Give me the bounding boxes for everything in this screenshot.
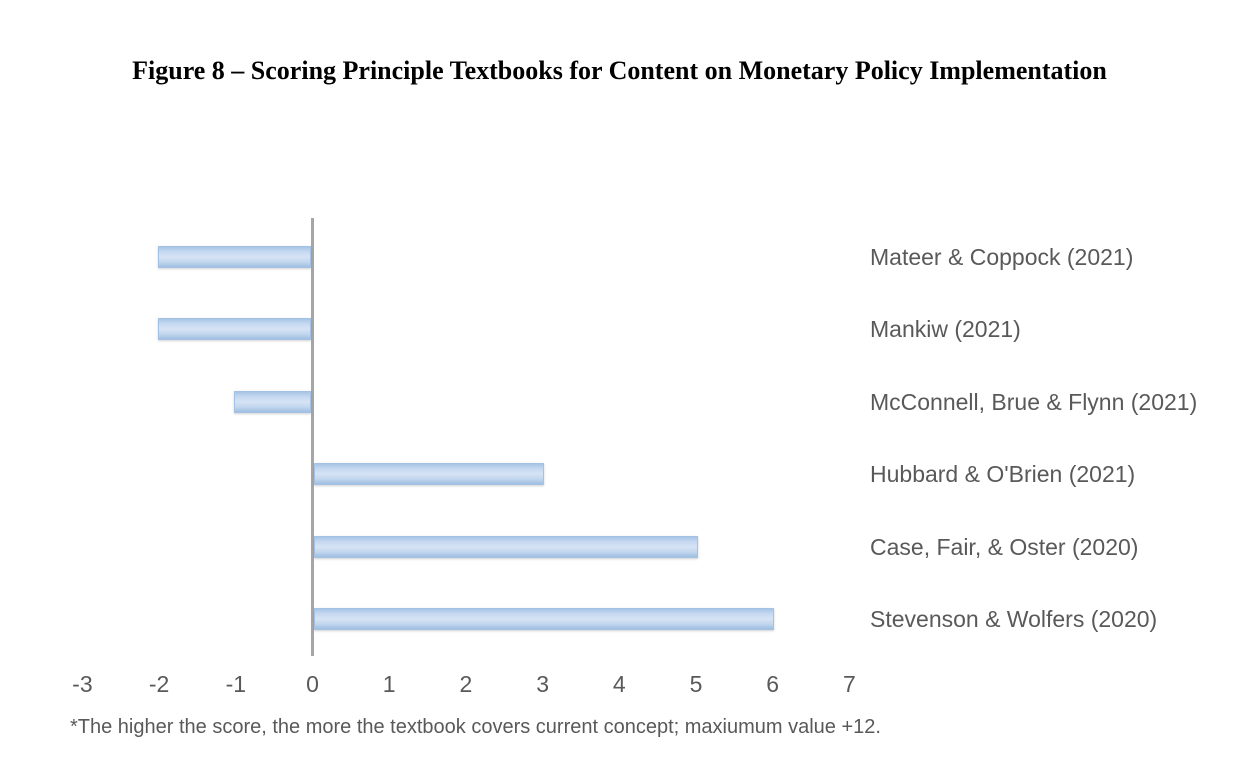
x-tick-label-4: 4	[612, 671, 626, 697]
x-tick-label-1: 1	[382, 671, 396, 697]
category-label-2: McConnell, Brue & Flynn (2021)	[870, 388, 1198, 415]
x-tick-label-3: 3	[536, 671, 549, 697]
bar-2	[234, 390, 311, 413]
category-label-4: Case, Fair, & Oster (2020)	[870, 533, 1139, 560]
bar-5	[314, 608, 775, 630]
x-tick-label--3: -3	[72, 671, 93, 697]
x-tick-label--1: -1	[225, 671, 247, 697]
figure-title: Figure 8 – Scoring Principle Textbooks f…	[132, 56, 1107, 85]
bar-0	[157, 246, 311, 268]
chart-footnote: *The higher the score, the more the text…	[70, 716, 881, 738]
category-label-0: Mateer & Coppock (2021)	[870, 244, 1134, 270]
x-tick-label-5: 5	[689, 671, 703, 697]
category-label-1: Mankiw (2021)	[870, 316, 1021, 343]
x-tick-label-7: 7	[842, 671, 856, 697]
bar-4	[314, 535, 698, 558]
category-label-3: Hubbard & O'Brien (2021)	[870, 461, 1136, 488]
bar-3	[314, 463, 545, 486]
y-axis-line	[311, 218, 314, 656]
x-tick-label-6: 6	[766, 671, 780, 697]
x-tick-label--2: -2	[148, 671, 170, 697]
bar-1	[157, 318, 311, 341]
x-tick-label-0: 0	[306, 671, 319, 697]
x-tick-label-2: 2	[459, 671, 473, 697]
category-label-5: Stevenson & Wolfers (2020)	[870, 606, 1158, 632]
